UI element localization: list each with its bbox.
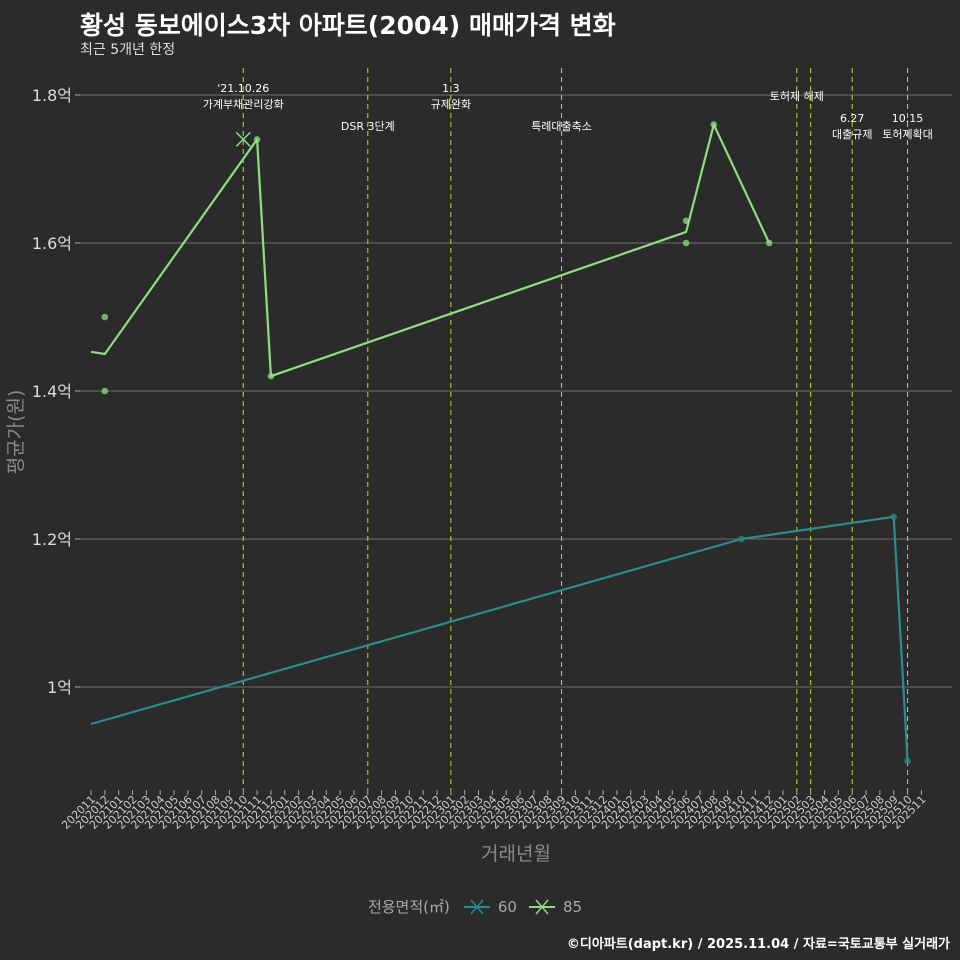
data-point-60 (904, 757, 911, 765)
max-marker-85 (235, 131, 251, 147)
event-label: 대출규제 (832, 128, 872, 141)
data-point-85 (682, 217, 690, 225)
y-tick-label: 1.2억 (32, 530, 72, 549)
chart-subtitle: 최근 5개년 한정 (80, 42, 176, 58)
event-label: 규제완화 (431, 98, 471, 111)
legend-item-60: 60 (462, 897, 517, 917)
legend: 전용면적(㎡) 60 85 (0, 896, 960, 917)
data-point-85 (101, 387, 109, 395)
data-point-85 (682, 239, 690, 247)
data-point-60 (890, 513, 898, 521)
legend-key-60 (463, 899, 490, 914)
legend-label-60: 60 (497, 897, 517, 916)
data-point-85 (267, 372, 275, 380)
event-label: 가계부채관리강화 (203, 98, 284, 111)
legend-title: 전용면적(㎡) (367, 898, 450, 916)
event-label: 6.27 (840, 112, 865, 125)
y-axis-title: 평균가(원) (5, 390, 27, 475)
data-point-60 (738, 535, 745, 543)
source-caption: ©디아파트(dapt.kr) / 2025.11.04 / 자료=국토교통부 실… (566, 937, 950, 952)
data-point-85 (101, 313, 109, 321)
event-label: '21.10.26 (217, 82, 269, 95)
event-label: 1.3 (442, 82, 460, 95)
y-tick-label: 1.8억 (32, 86, 72, 105)
x-axis-title: 거래년월 (481, 843, 551, 865)
data-point-85 (710, 121, 718, 128)
event-label: 10.15 (892, 112, 924, 125)
event-label: 토허제확대 (882, 128, 933, 141)
legend-item-85: 85 (527, 897, 582, 917)
data-point-85 (253, 136, 261, 143)
data-point-85 (765, 239, 773, 247)
series-line-85 (90, 123, 771, 378)
event-label: 토허제 해제 (770, 89, 824, 103)
event-label: 특례대출축소 (531, 120, 592, 133)
y-tick-label: 1억 (47, 678, 72, 697)
chart-title: 황성 동보에이스3차 아파트(2004) 매매가격 변화 (80, 11, 616, 40)
y-tick-label: 1.6억 (32, 234, 72, 253)
event-label: DSR 3단계 (341, 120, 395, 133)
series-line-60 (90, 515, 909, 762)
legend-key-85 (528, 899, 555, 914)
legend-label-85: 85 (562, 897, 583, 916)
y-tick-label: 1.4억 (32, 382, 72, 401)
